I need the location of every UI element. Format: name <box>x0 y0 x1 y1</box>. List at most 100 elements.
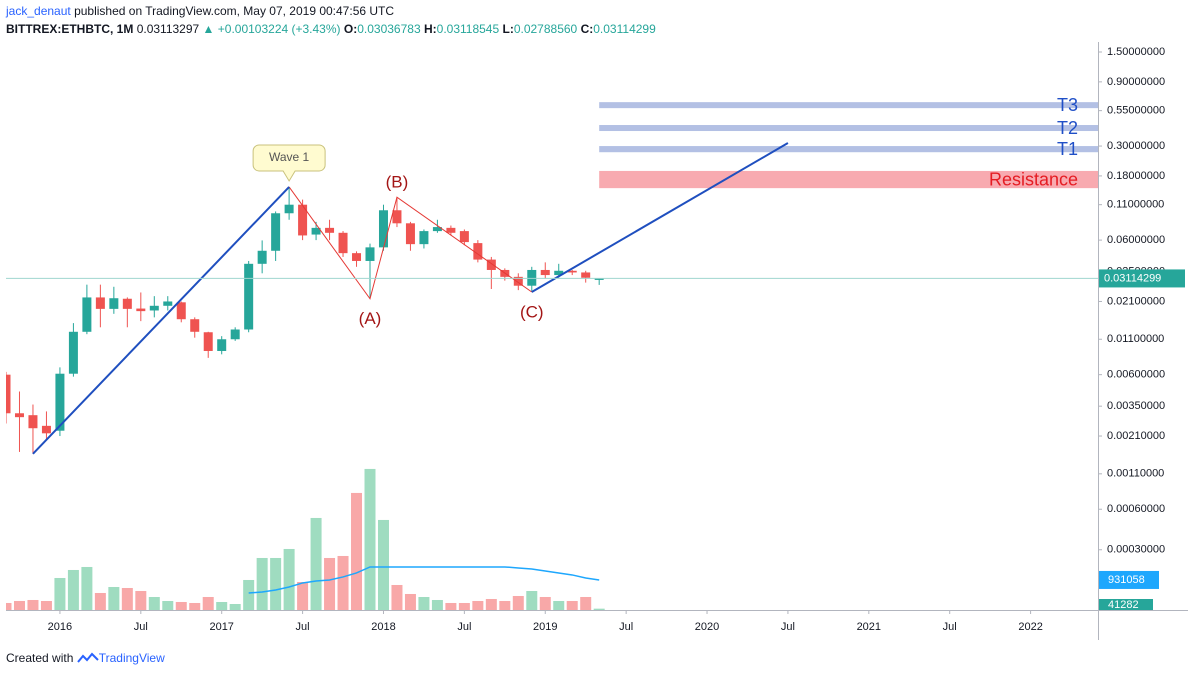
publish-info: jack_denaut published on TradingView.com… <box>6 4 394 18</box>
candle-body <box>203 332 213 351</box>
candle-body <box>473 243 483 260</box>
volume-bar <box>54 577 66 610</box>
candle-body <box>163 301 173 306</box>
callout-label: Wave 1 <box>269 150 310 164</box>
candle-body <box>14 413 24 418</box>
candle-body <box>6 374 11 414</box>
target-zone <box>599 102 1098 109</box>
volume-bar <box>377 519 389 610</box>
brand[interactable]: TradingView <box>98 651 165 665</box>
volume-bar <box>593 608 605 610</box>
volume-bar <box>162 600 174 610</box>
candle-body <box>446 227 456 233</box>
candle-body <box>554 270 564 276</box>
volume-ma-box <box>1099 570 1159 589</box>
author[interactable]: jack_denaut <box>6 4 71 18</box>
volume-bar <box>229 603 241 610</box>
volume-bar <box>6 602 12 610</box>
x-tick-label: Jul <box>134 621 148 633</box>
x-tick-label: 2022 <box>1018 621 1042 633</box>
callout-bubble <box>252 144 326 182</box>
candle-body <box>230 329 240 340</box>
x-tick-label: 2017 <box>209 621 233 633</box>
volume-bar <box>472 600 484 610</box>
volume-label: 41282 <box>1108 599 1139 611</box>
close: 0.03114299 <box>593 22 656 36</box>
candle-body <box>149 305 159 311</box>
candle-body <box>95 297 105 309</box>
low-label: L: <box>502 22 514 36</box>
candle-body <box>365 247 375 261</box>
y-tick-label: 0.00110000 <box>1107 468 1164 480</box>
candle-body <box>244 263 254 330</box>
y-tick-label: 0.01100000 <box>1107 333 1164 345</box>
x-tick-label: 2021 <box>857 621 881 633</box>
volume-bar <box>40 600 52 610</box>
volume-bar <box>27 599 39 610</box>
last-price-label: 0.03114299 <box>1104 272 1161 284</box>
y-tick-label: 0.06000000 <box>1107 234 1165 246</box>
candle-body <box>432 227 442 232</box>
volume-box <box>1099 599 1153 610</box>
candle-body <box>405 223 415 245</box>
candle-body <box>513 276 523 286</box>
candle-body <box>540 269 550 276</box>
target-zone <box>599 170 1098 189</box>
volume-bar <box>351 492 363 610</box>
volume-bar <box>202 596 214 610</box>
volume-bar <box>539 596 551 610</box>
candle-body <box>284 204 294 214</box>
volume-bar <box>499 600 511 610</box>
trend-line <box>531 142 789 293</box>
y-tick-label: 0.00350000 <box>1107 400 1165 412</box>
volume-bar <box>108 586 120 610</box>
volume-bar <box>445 602 457 610</box>
candle-body <box>419 231 429 245</box>
y-tick-label: 0.55000000 <box>1107 105 1165 117</box>
volume-bar <box>391 584 403 610</box>
candle-body <box>581 272 591 278</box>
volume-ma-label: 931058 <box>1108 574 1145 586</box>
trend-line <box>32 186 290 455</box>
zone-label: T2 <box>1057 118 1078 138</box>
y-tick-label: 0.11000000 <box>1107 199 1164 211</box>
y-tick-label: 0.00210000 <box>1107 430 1165 442</box>
volume-bar <box>256 557 268 610</box>
volume-bar <box>189 602 201 610</box>
candle-body <box>41 425 51 434</box>
x-tick-label: 2019 <box>533 621 557 633</box>
footer: Created with TradingView <box>6 650 165 665</box>
candle-body <box>28 415 38 429</box>
volume-bar <box>580 596 592 610</box>
last-price-box <box>1099 269 1185 288</box>
x-tick-label: Jul <box>781 621 795 633</box>
wave-label: (C) <box>520 302 544 321</box>
zone-label: T1 <box>1057 139 1078 159</box>
candle-body <box>298 204 308 236</box>
volume-bar <box>243 579 255 610</box>
y-tick-label: 0.00600000 <box>1107 369 1165 381</box>
volume-bar <box>364 468 376 610</box>
y-tick-label: 0.00030000 <box>1107 544 1165 556</box>
candle-body <box>338 232 348 254</box>
x-tick-label: 2016 <box>48 621 72 633</box>
y-tick-label: 0.90000000 <box>1107 76 1165 88</box>
volume-bar <box>337 555 349 610</box>
volume-bar <box>297 581 309 610</box>
wave-label: (B) <box>386 173 409 192</box>
candle-body <box>486 259 496 270</box>
y-tick-label: 1.50000000 <box>1107 46 1165 58</box>
y-tick-label: 0.18000000 <box>1107 170 1165 182</box>
volume-bar <box>94 592 106 610</box>
y-tick-label: 0.02100000 <box>1107 295 1165 307</box>
x-tick-label: Jul <box>619 621 633 633</box>
open-label: O: <box>343 22 358 36</box>
candle-body <box>567 270 577 273</box>
volume-bar <box>81 566 93 610</box>
volume-bar <box>526 590 538 610</box>
symbol: BITTREX:ETHBTC, 1M <box>6 22 134 36</box>
volume-bar <box>148 596 160 610</box>
y-tick-label: 0.30000000 <box>1107 140 1165 152</box>
last-price: 0.03113297 <box>136 22 200 36</box>
